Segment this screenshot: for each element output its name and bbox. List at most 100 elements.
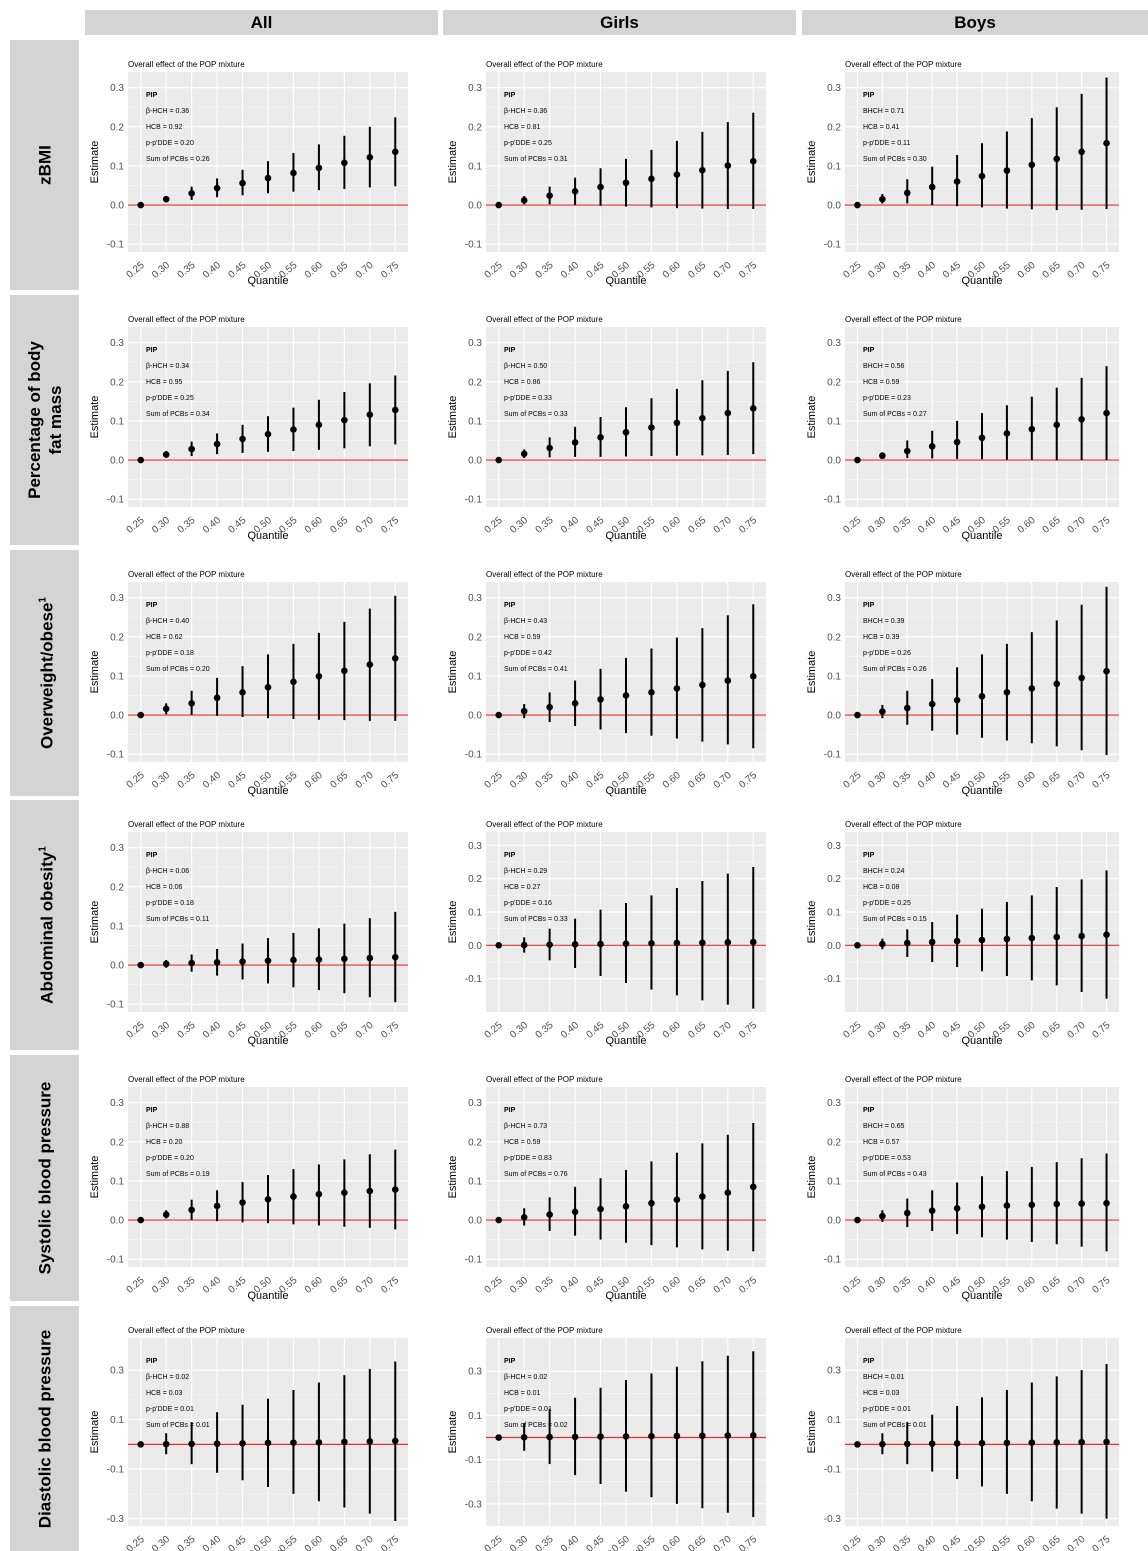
x-tick-label: 0.75 (379, 770, 401, 791)
pip-value: p-p'DDE = 0.01 (863, 1406, 911, 1413)
y-tick-label: 0.3 (468, 1367, 482, 1378)
x-tick-label: 0.75 (737, 1020, 759, 1041)
x-tick-label: 0.35 (176, 515, 198, 536)
x-tick-label: 0.70 (1066, 770, 1088, 791)
x-tick-label: 0.35 (534, 770, 556, 791)
y-tick-label: 0.0 (110, 961, 124, 972)
x-tick-label: 0.25 (483, 770, 505, 791)
estimate-point (1003, 167, 1011, 174)
y-tick-label: -0.1 (465, 1455, 483, 1466)
pip-value: β-HCH = 0.34 (146, 363, 189, 370)
pip-value: HCB = 0.59 (504, 634, 540, 641)
pip-heading: PIP (146, 602, 158, 609)
estimate-point (879, 452, 886, 460)
estimate-point (137, 1441, 145, 1448)
estimate-point (1103, 1199, 1110, 1207)
column-header-all: All (85, 10, 438, 35)
estimate-point (953, 696, 961, 704)
chart-title: Overall effect of the POP mixture (486, 315, 603, 324)
y-tick-label: 0.1 (110, 416, 124, 427)
y-tick-label: 0.2 (827, 632, 841, 643)
chart-panel: Overall effect of the POP mixture -0.1 0.0… (89, 820, 408, 1047)
x-tick-label: 0.45 (941, 1020, 963, 1041)
pip-value: p-p'DDE = 0.25 (146, 395, 194, 402)
y-tick-label: 0.1 (468, 416, 482, 427)
estimate-point (366, 661, 374, 668)
y-tick-label: -0.1 (465, 240, 483, 251)
y-tick-label: 0.2 (827, 377, 841, 388)
x-axis-title: Quantile (606, 1549, 647, 1551)
x-tick-label: 0.30 (150, 515, 172, 536)
estimate-point (162, 451, 170, 458)
pip-value: Sum of PCBs = 0.43 (863, 1171, 927, 1178)
chart-panel: Overall effect of the POP mixture -0.1 0.0… (89, 1075, 408, 1302)
y-axis-title: Estimate (89, 901, 101, 944)
y-tick-label: 0.3 (110, 593, 124, 604)
y-tick-label: -0.1 (465, 1255, 483, 1266)
x-tick-label: 0.75 (379, 260, 401, 281)
x-tick-label: 0.35 (534, 260, 556, 281)
estimate-point (854, 1441, 861, 1448)
x-tick-label: 0.75 (379, 1020, 401, 1041)
estimate-point (391, 655, 399, 662)
x-tick-label: 0.65 (686, 515, 708, 536)
x-tick-label: 0.35 (534, 1275, 556, 1296)
estimate-point (903, 939, 911, 947)
pip-heading: PIP (504, 347, 516, 354)
estimate-point (953, 937, 961, 945)
x-tick-label: 0.70 (1066, 1275, 1088, 1296)
estimate-point (597, 696, 604, 703)
y-tick-label: 0.3 (827, 1098, 841, 1109)
x-tick-label: 0.35 (534, 1534, 556, 1551)
pip-value: HCB = 0.03 (146, 1390, 182, 1397)
estimate-point (239, 1199, 246, 1206)
pip-value: p-p'DDE = 0.01 (504, 1406, 552, 1413)
y-tick-label: 0.0 (110, 711, 124, 722)
pip-value: HCB = 0.92 (146, 124, 182, 131)
x-tick-label: 0.60 (303, 260, 325, 281)
x-tick-label: 0.45 (941, 515, 963, 536)
estimate-point (978, 172, 986, 180)
x-tick-label: 0.35 (891, 515, 913, 536)
estimate-point (928, 938, 936, 946)
estimate-point (622, 1433, 630, 1440)
pip-value: BHCH = 0.56 (863, 363, 905, 370)
y-tick-label: -0.1 (465, 974, 483, 985)
estimate-point (495, 1434, 503, 1441)
x-tick-label: 0.30 (866, 1020, 888, 1041)
x-tick-label: 0.45 (226, 515, 248, 536)
x-tick-label: 0.65 (328, 260, 350, 281)
x-tick-label: 0.30 (866, 260, 888, 281)
row-header-diastolic: Diastolic blood pressure (10, 1306, 79, 1551)
pip-value: BHCH = 0.71 (863, 108, 905, 115)
x-tick-label: 0.40 (559, 1275, 581, 1296)
y-tick-label: 0.3 (827, 83, 841, 94)
estimate-point (546, 1433, 553, 1441)
estimate-point (1003, 689, 1011, 696)
estimate-point (928, 443, 936, 450)
y-tick-label: -0.1 (465, 495, 483, 506)
x-tick-label: 0.30 (508, 770, 530, 791)
estimate-point (495, 1216, 503, 1224)
pip-value: β-HCH = 0.50 (504, 363, 547, 370)
x-tick-label: 0.30 (866, 515, 888, 536)
pip-value: β-HCH = 0.88 (146, 1123, 189, 1130)
estimate-point (495, 711, 503, 719)
estimate-point (854, 711, 861, 719)
pip-value: p-p'DDE = 0.16 (504, 900, 552, 907)
pip-value: HCB = 0.62 (146, 634, 182, 641)
x-tick-label: 0.65 (686, 770, 708, 791)
x-tick-label: 0.45 (226, 260, 248, 281)
x-tick-label: 0.75 (379, 1275, 401, 1296)
y-tick-label: 0.2 (468, 377, 482, 388)
x-tick-label: 0.25 (483, 515, 505, 536)
y-tick-label: -0.1 (107, 750, 125, 761)
y-tick-label: -0.3 (107, 1514, 125, 1525)
estimate-point (1078, 674, 1085, 682)
pip-value: HCB = 0.06 (146, 884, 182, 891)
pip-heading: PIP (146, 852, 158, 859)
y-tick-label: 0.1 (468, 1411, 482, 1422)
x-tick-label: 0.70 (1066, 515, 1088, 536)
pip-value: HCB = 0.08 (863, 884, 899, 891)
x-axis-title: Quantile (962, 1549, 1003, 1551)
